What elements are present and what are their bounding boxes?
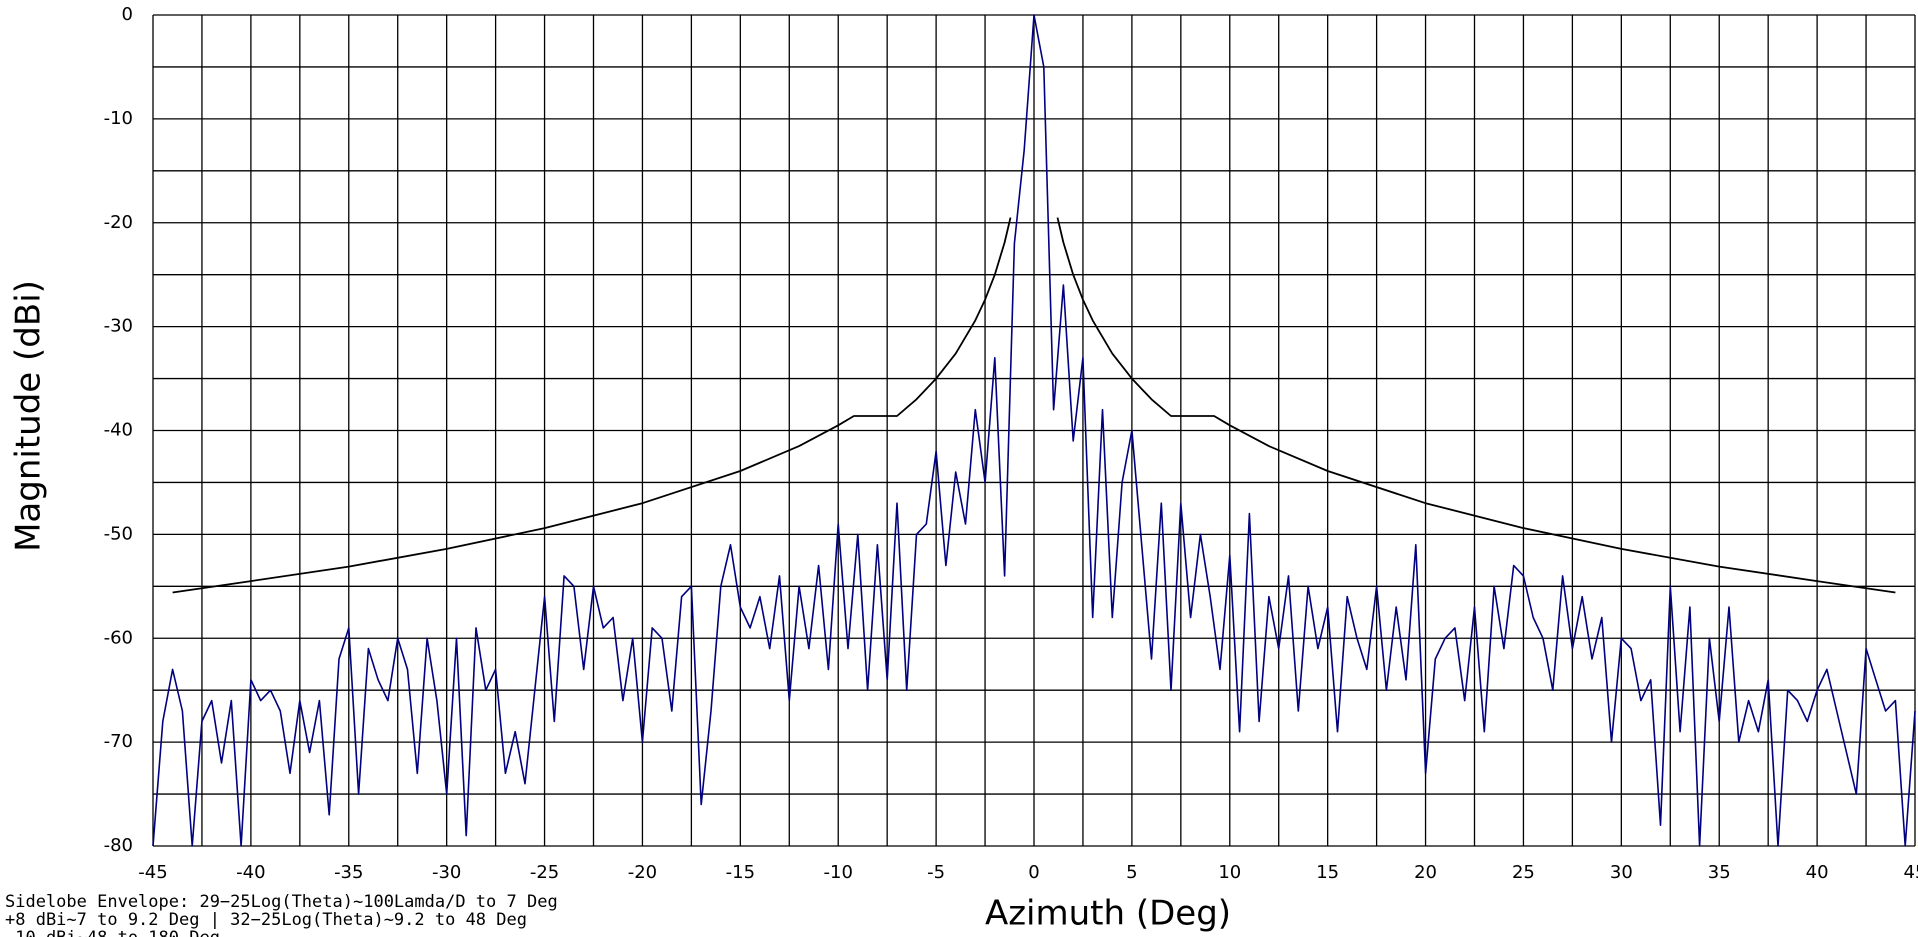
x-tick-label: -30 bbox=[432, 862, 461, 883]
annotation: -10 dBi~48 to 180 Deg bbox=[5, 928, 220, 937]
x-tick-label: 45 bbox=[1904, 862, 1918, 883]
y-tick-label: 0 bbox=[122, 4, 133, 25]
series-line bbox=[152, 14, 1916, 847]
x-tick-label: 25 bbox=[1512, 862, 1535, 883]
x-tick-label: -25 bbox=[530, 862, 559, 883]
annotation: +8 dBi~7 to 9.2 Deg | 32−25Log(Theta)~9.… bbox=[5, 910, 527, 930]
x-tick-label: 5 bbox=[1126, 862, 1137, 883]
y-tick-label: -20 bbox=[104, 212, 133, 233]
y-axis-label: Magnitude (dBi) bbox=[9, 280, 49, 552]
y-tick-label: -50 bbox=[104, 523, 133, 544]
x-tick-label: 20 bbox=[1414, 862, 1437, 883]
x-axis-label: Azimuth (Deg) bbox=[985, 894, 1231, 934]
x-tick-label: -35 bbox=[334, 862, 363, 883]
x-tick-label: 10 bbox=[1218, 862, 1241, 883]
y-tick-label: -60 bbox=[104, 627, 133, 648]
annotation: Sidelobe Envelope: 29−25Log(Theta)~100La… bbox=[5, 892, 558, 912]
y-tick-label: -70 bbox=[104, 731, 133, 752]
x-tick-label: 0 bbox=[1028, 862, 1039, 883]
x-tick-label: -10 bbox=[824, 862, 853, 883]
x-tick-label: 30 bbox=[1610, 862, 1633, 883]
y-tick-label: -30 bbox=[104, 316, 133, 337]
x-tick-label: -15 bbox=[726, 862, 755, 883]
x-tick-label: -40 bbox=[236, 862, 265, 883]
x-tick-label: 35 bbox=[1708, 862, 1731, 883]
x-tick-label: -20 bbox=[628, 862, 657, 883]
x-tick-label: 40 bbox=[1806, 862, 1829, 883]
x-tick-label: -45 bbox=[138, 862, 167, 883]
y-tick-label: -80 bbox=[104, 835, 133, 856]
series-line bbox=[172, 217, 1896, 594]
y-tick-label: -40 bbox=[104, 420, 133, 441]
x-tick-label: 15 bbox=[1316, 862, 1339, 883]
x-tick-label: -5 bbox=[927, 862, 945, 883]
y-tick-label: -10 bbox=[104, 108, 133, 129]
